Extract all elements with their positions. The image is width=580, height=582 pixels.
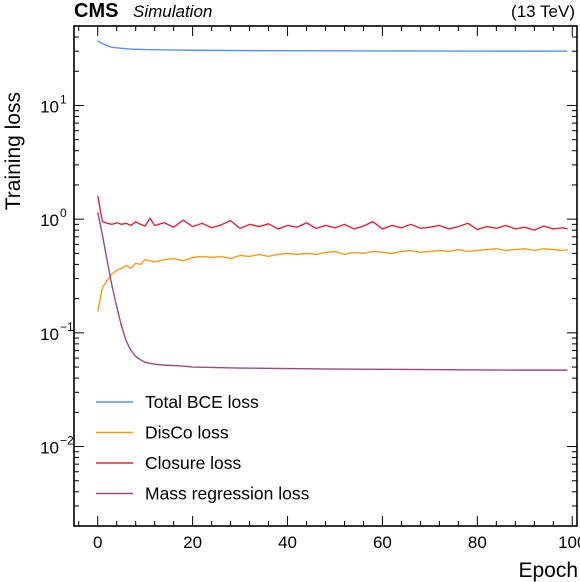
x-tick-label: 20: [183, 533, 202, 552]
energy-label: (13 TeV): [511, 2, 575, 21]
legend-label-1: DisCo loss: [145, 423, 229, 443]
y-tick-label: 10: [40, 439, 59, 458]
plot-frame: [73, 25, 578, 527]
ticks-layer: [74, 25, 577, 527]
y-tick-label: 10: [40, 211, 59, 230]
y-tick-exponent: −2: [60, 434, 74, 448]
status-label: Simulation: [133, 2, 212, 21]
experiment-label: CMS: [74, 0, 118, 22]
y-tick-label: 10: [40, 325, 59, 344]
legend: Total BCE loss DisCo loss Closure loss Mass…: [96, 392, 310, 504]
y-tick-exponent: 0: [60, 206, 67, 220]
tick-labels-layer: 02040608010010110010−110−2: [40, 92, 580, 552]
series-layer: [97, 40, 568, 371]
x-tick-label: 0: [93, 533, 102, 552]
legend-label-2: Closure loss: [145, 453, 242, 473]
x-tick-label: 100: [558, 533, 580, 552]
y-tick-exponent: −1: [60, 320, 74, 334]
legend-label-3: Mass regression loss: [145, 484, 310, 504]
legend-label-0: Total BCE loss: [145, 392, 259, 412]
y-tick-exponent: 1: [60, 92, 67, 106]
x-tick-label: 80: [468, 533, 487, 552]
x-tick-label: 60: [373, 533, 392, 552]
y-axis-title: Training loss: [2, 92, 25, 210]
plot-area: 02040608010010110010−110−2 Total BCE los…: [40, 25, 580, 552]
series-line-2: [97, 195, 568, 231]
series-line-1: [97, 247, 568, 312]
x-axis-title: Epoch: [518, 559, 578, 582]
y-tick-label: 10: [40, 97, 59, 116]
series-line-0: [97, 40, 568, 52]
x-tick-label: 40: [278, 533, 297, 552]
series-line-3: [97, 212, 568, 371]
